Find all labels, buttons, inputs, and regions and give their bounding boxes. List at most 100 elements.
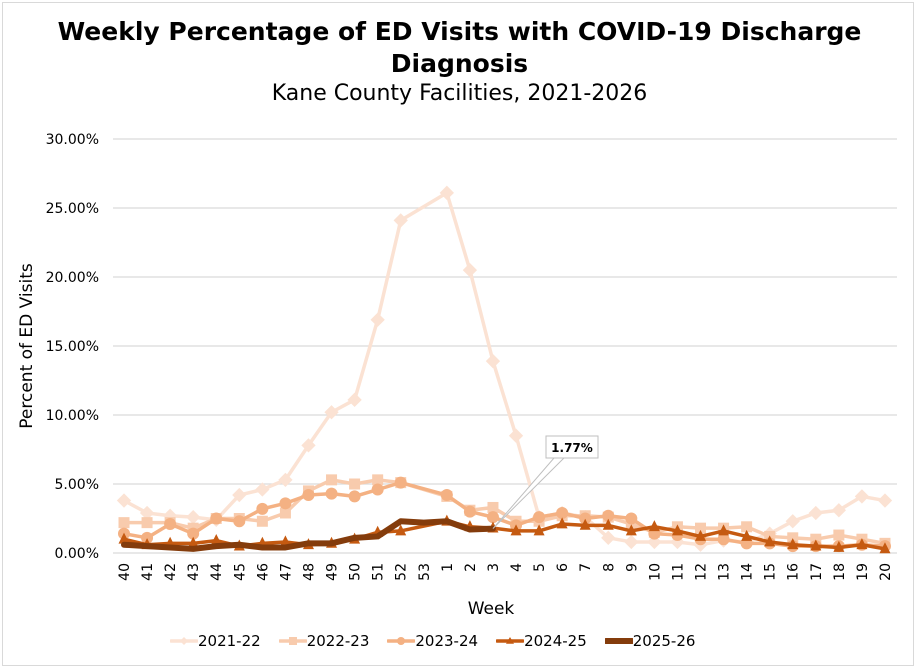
legend-label: 2024-25 bbox=[524, 632, 587, 650]
data-point bbox=[879, 542, 891, 554]
x-tick-label: 6 bbox=[555, 563, 571, 572]
x-tick-label: 49 bbox=[325, 563, 341, 581]
gridlines bbox=[113, 138, 897, 554]
data-point bbox=[349, 478, 361, 490]
series-2022-23 bbox=[118, 474, 891, 549]
data-point bbox=[556, 517, 568, 529]
y-tick-label: 30.00% bbox=[46, 132, 99, 148]
data-point bbox=[556, 506, 569, 519]
data-point bbox=[278, 472, 293, 488]
data-point bbox=[371, 483, 384, 496]
y-axis-ticks: 0.00% 5.00% 10.00% 15.00% 20.00% 25.00% 30.00% bbox=[46, 132, 99, 562]
y-tick-label: 0.00% bbox=[55, 546, 99, 562]
legend-swatch-icon bbox=[604, 638, 633, 644]
data-point bbox=[648, 520, 660, 532]
data-point bbox=[510, 524, 522, 536]
data-point bbox=[877, 493, 893, 508]
data-point bbox=[393, 213, 408, 228]
data-point bbox=[279, 535, 291, 547]
data-point bbox=[671, 524, 683, 536]
y-tick-label: 10.00% bbox=[46, 408, 99, 424]
data-point bbox=[118, 517, 130, 529]
data-point bbox=[463, 505, 476, 518]
x-tick-label: 16 bbox=[786, 563, 802, 581]
data-point bbox=[164, 518, 177, 531]
data-point bbox=[485, 354, 501, 369]
data-point bbox=[810, 533, 822, 545]
data-point bbox=[785, 514, 800, 529]
y-axis-label: Percent of ED Visits bbox=[17, 263, 37, 429]
x-tick-label: 51 bbox=[371, 563, 387, 581]
x-tick-label: 15 bbox=[763, 563, 779, 581]
x-tick-label: 8 bbox=[601, 563, 617, 572]
data-point bbox=[279, 507, 291, 519]
x-tick-label: 43 bbox=[186, 563, 202, 581]
data-point bbox=[210, 512, 223, 525]
legend-label: 2025-26 bbox=[632, 632, 696, 650]
data-point bbox=[255, 482, 270, 497]
series-line bbox=[121, 518, 496, 552]
data-point bbox=[439, 185, 454, 200]
x-tick-label: 44 bbox=[209, 563, 225, 581]
x-tick-label: 19 bbox=[855, 563, 871, 581]
data-point bbox=[854, 489, 870, 504]
data-point bbox=[324, 405, 339, 420]
legend-label: 2023-24 bbox=[415, 632, 479, 650]
x-tick-label: 5 bbox=[532, 563, 548, 572]
x-tick-label: 1 bbox=[440, 563, 456, 572]
data-point bbox=[533, 511, 546, 524]
legend-label: 2022-23 bbox=[306, 632, 370, 650]
legend-item: 2025-26 bbox=[604, 632, 696, 650]
data-point bbox=[486, 511, 499, 524]
legend-item: 2022-23 bbox=[278, 632, 370, 650]
data-point bbox=[717, 533, 730, 546]
data-point bbox=[601, 530, 616, 545]
legend-item: 2023-24 bbox=[387, 632, 478, 650]
x-tick-label: 18 bbox=[832, 563, 848, 581]
x-tick-label: 41 bbox=[140, 563, 156, 581]
series-layer bbox=[116, 185, 893, 554]
x-tick-label: 14 bbox=[740, 563, 756, 581]
callout-box bbox=[545, 435, 599, 459]
data-point bbox=[440, 489, 453, 502]
x-tick-label: 12 bbox=[694, 563, 710, 581]
data-point bbox=[326, 474, 338, 486]
data-point bbox=[718, 524, 730, 536]
legend-swatch-icon bbox=[387, 637, 416, 645]
data-point bbox=[741, 521, 753, 533]
data-point bbox=[325, 487, 338, 500]
data-point bbox=[741, 529, 753, 541]
x-tick-label: 40 bbox=[117, 563, 133, 581]
chart-title: Weekly Percentage of ED Visits with COVI… bbox=[57, 17, 862, 78]
x-tick-label: 7 bbox=[578, 563, 594, 572]
data-point bbox=[695, 522, 706, 534]
y-tick-label: 5.00% bbox=[55, 477, 99, 493]
x-tick-label: 20 bbox=[878, 563, 894, 581]
data-point bbox=[210, 533, 222, 545]
data-point bbox=[116, 493, 132, 508]
data-point bbox=[395, 524, 407, 536]
data-point bbox=[624, 534, 639, 550]
data-point bbox=[508, 428, 524, 443]
data-point bbox=[833, 540, 845, 552]
annotation-layer: 1.77% bbox=[492, 435, 599, 529]
series-2025-26 bbox=[121, 518, 496, 552]
data-point bbox=[233, 515, 246, 528]
data-point bbox=[625, 524, 637, 536]
data-point bbox=[394, 476, 407, 489]
legend-swatch-icon bbox=[278, 637, 307, 645]
data-point bbox=[187, 527, 200, 540]
data-point bbox=[256, 515, 268, 527]
data-point bbox=[833, 529, 845, 541]
data-point bbox=[187, 536, 199, 548]
data-point bbox=[808, 505, 823, 521]
data-point bbox=[302, 489, 315, 502]
x-tick-label: 50 bbox=[348, 563, 364, 581]
x-tick-label: 10 bbox=[647, 563, 663, 581]
data-point bbox=[787, 538, 799, 550]
x-tick-label: 52 bbox=[394, 563, 410, 581]
legend-swatch-icon bbox=[496, 637, 525, 644]
data-point bbox=[141, 517, 153, 529]
data-point bbox=[462, 262, 478, 278]
data-point bbox=[487, 501, 499, 513]
